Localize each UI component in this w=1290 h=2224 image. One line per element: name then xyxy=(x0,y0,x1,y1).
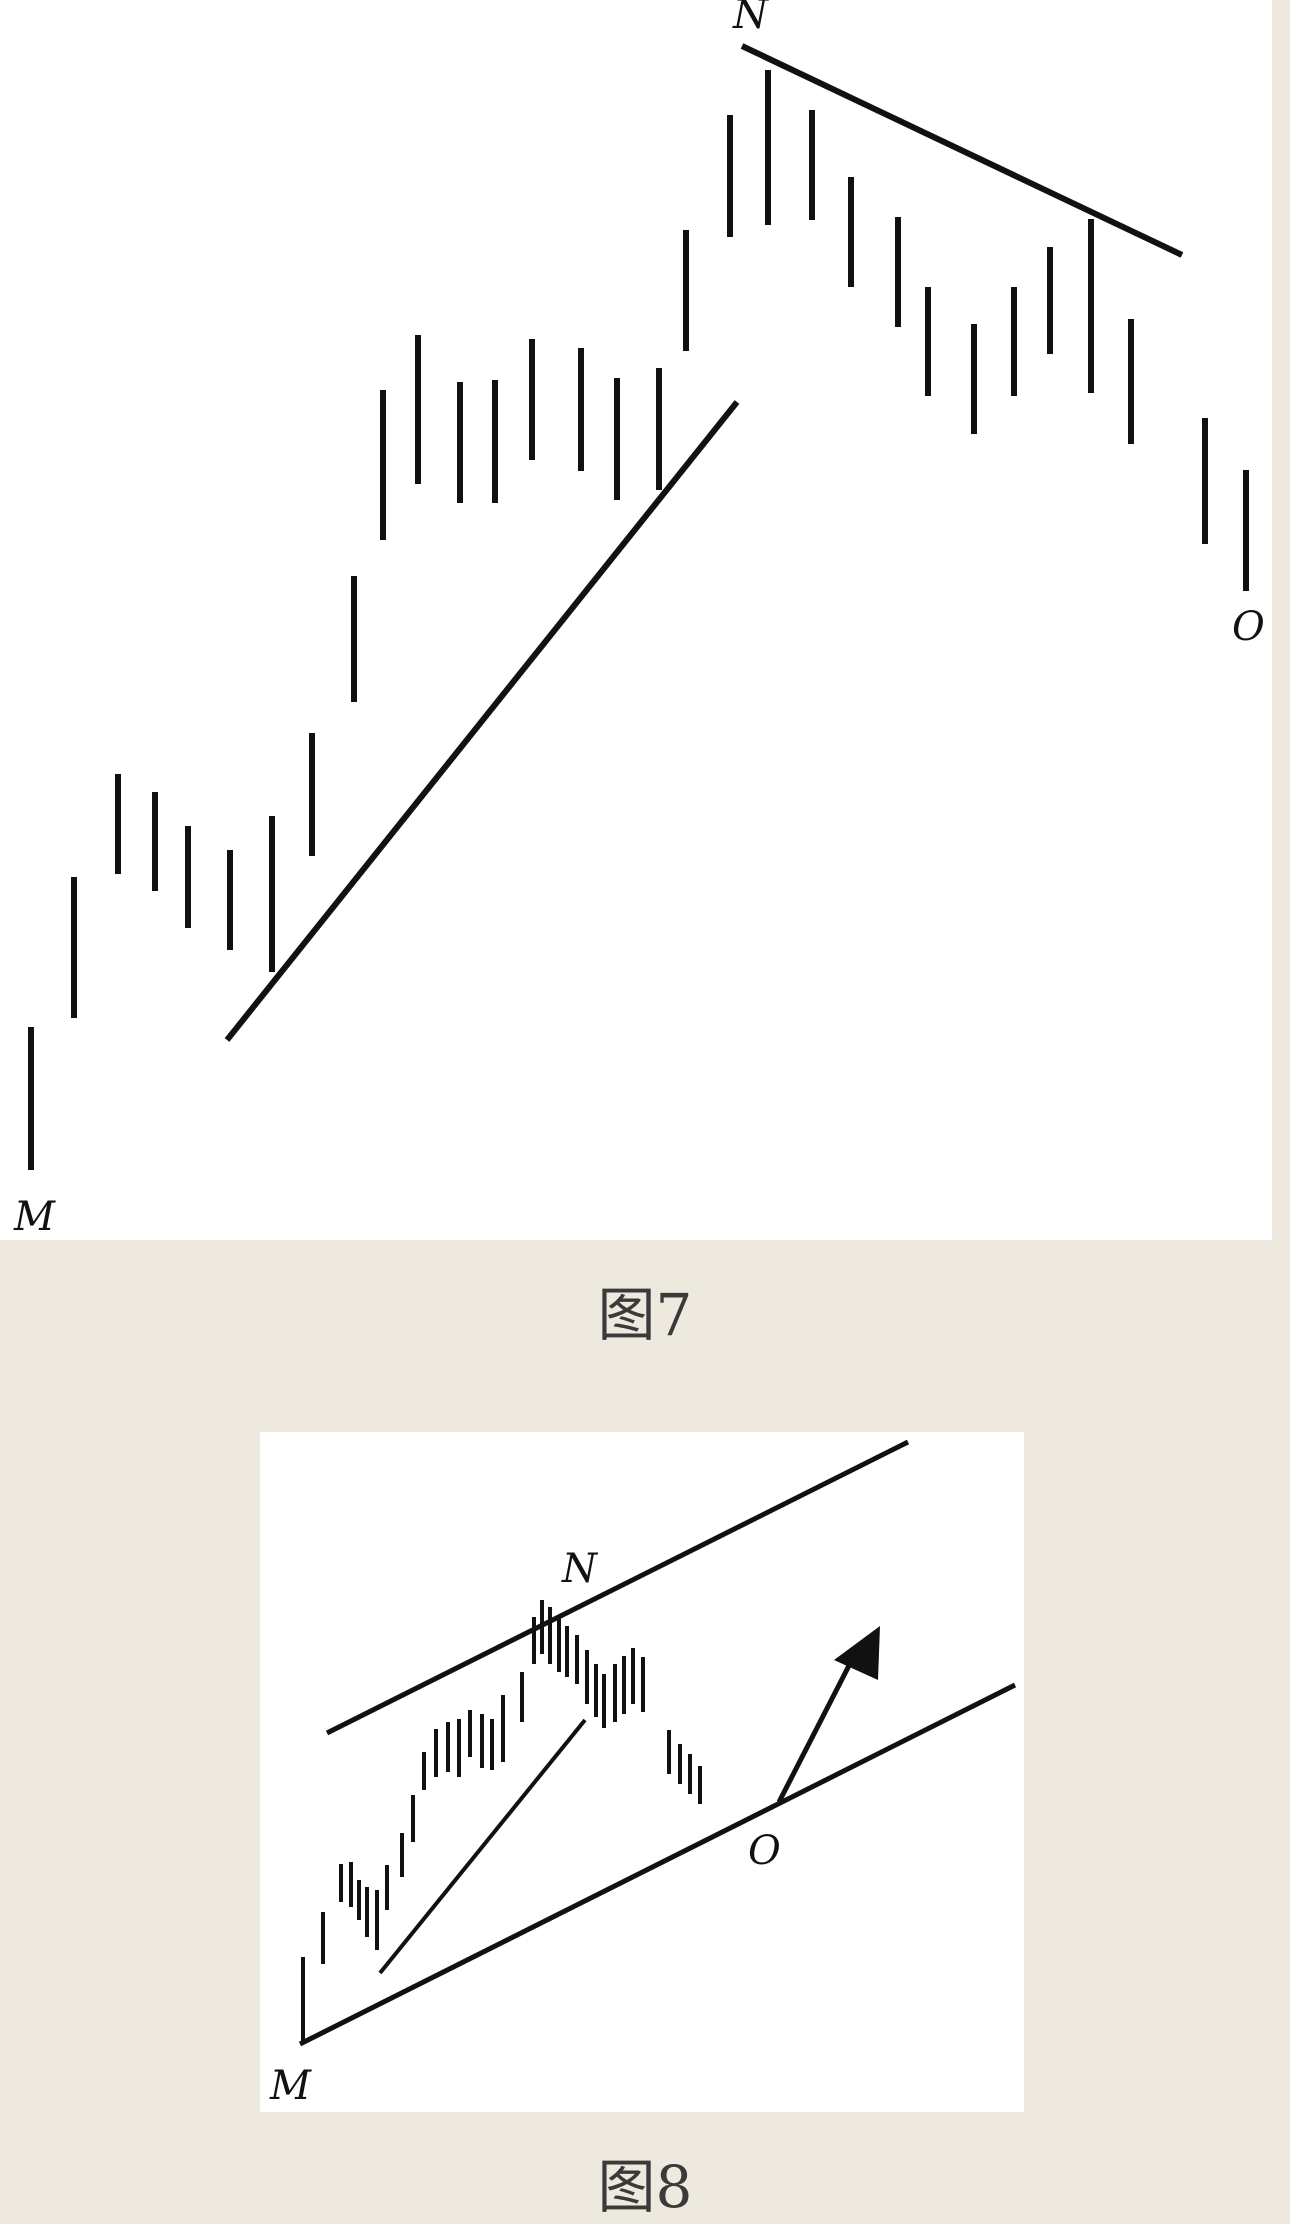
figure-7-price-bars xyxy=(28,70,1249,1170)
figure-8-uptrend-line xyxy=(378,1718,587,1975)
figure-7-diagram: M N O xyxy=(13,0,1265,1240)
figure-8-label-o: O xyxy=(748,1828,781,1874)
figure-8-diagram: M N O xyxy=(269,1439,1017,2109)
figure-7-caption: 图7 xyxy=(597,1281,693,1349)
figure-8-lower-channel-line xyxy=(298,1682,1017,2047)
figure-7-label-o: O xyxy=(1232,604,1265,650)
figure-8-arrow-shaft xyxy=(776,1648,860,1804)
figure-7-label-m: M xyxy=(13,1194,56,1240)
figure-8-panel: M N O xyxy=(260,1432,1024,2112)
figure-7-downtrend-line xyxy=(740,43,1184,258)
figure-8-arrow-head xyxy=(834,1626,880,1680)
figure-8-label-n: N xyxy=(561,1546,599,1592)
figure-8-label-m: M xyxy=(269,2063,312,2109)
figure-8-price-bars xyxy=(301,1600,702,2044)
figure-8-caption: 图8 xyxy=(597,2153,693,2221)
figure-8-upper-channel-line xyxy=(325,1439,910,1736)
figure-7-label-n: N xyxy=(732,0,770,38)
figure-7-uptrend-line xyxy=(224,400,740,1042)
figure-7-panel: M N O xyxy=(0,0,1272,1240)
